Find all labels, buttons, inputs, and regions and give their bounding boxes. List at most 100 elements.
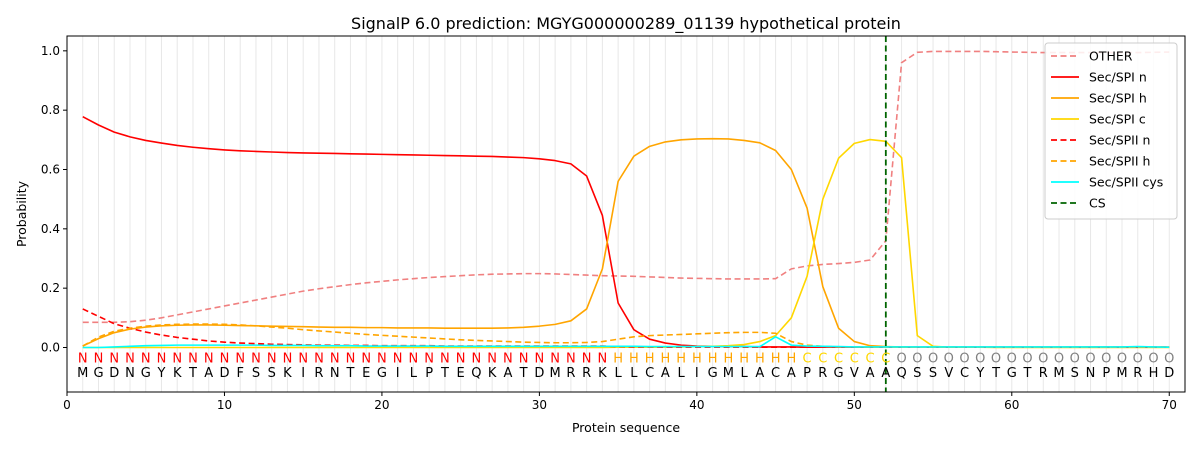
legend: OTHER Sec/SPI n Sec/SPI h Sec/SPI c Sec/SPII… <box>1044 42 1178 220</box>
residue-label: S <box>929 366 937 381</box>
region-label: N <box>535 351 545 366</box>
residue-label: R <box>1039 366 1048 381</box>
residue-label: R <box>1133 366 1142 381</box>
residue-label: T <box>519 366 528 381</box>
region-label: H <box>755 351 765 366</box>
region-label: O <box>1164 351 1174 366</box>
region-label: N <box>456 351 466 366</box>
region-label: H <box>771 351 781 366</box>
region-label: O <box>1007 351 1017 366</box>
region-label: O <box>1101 351 1111 366</box>
y-tick-label: 0.2 <box>41 281 60 295</box>
region-label: C <box>803 351 812 366</box>
residue-label: R <box>818 366 827 381</box>
region-label: N <box>141 351 151 366</box>
residue-label: D <box>109 366 119 381</box>
region-label: H <box>739 351 749 366</box>
plot-frame <box>66 35 1186 393</box>
residue-label: K <box>488 366 497 381</box>
legend-box <box>1044 42 1178 220</box>
residue-label: T <box>345 366 354 381</box>
region-label: N <box>409 351 419 366</box>
y-tick-label: 0.8 <box>41 103 60 117</box>
region-label: N <box>566 351 576 366</box>
region-label: O <box>1148 351 1158 366</box>
residue-label: H <box>1149 366 1159 381</box>
legend-label: Sec/SPII h <box>1089 154 1150 169</box>
region-label: N <box>188 351 198 366</box>
series-line-other <box>82 50 1170 324</box>
residue-label: G <box>377 366 387 381</box>
residue-label: P <box>425 366 433 381</box>
series-line-sec-spii-n <box>82 308 1170 349</box>
series-lines <box>82 50 1170 349</box>
legend-label: CS <box>1089 196 1106 211</box>
residue-label: K <box>173 366 182 381</box>
residue-label: S <box>252 366 260 381</box>
region-label: H <box>708 351 718 366</box>
region-label: O <box>912 351 922 366</box>
residue-label: G <box>708 366 718 381</box>
sequence-annotation: NMNGNDNNNGNYNKNTNANDNFNSNSNKNINRNNNTNENG… <box>77 351 1174 381</box>
region-label: N <box>157 351 167 366</box>
legend-label: Sec/SPI c <box>1089 112 1146 127</box>
residue-label: A <box>661 366 670 381</box>
region-label: N <box>330 351 340 366</box>
region-label: H <box>723 351 733 366</box>
residue-label: E <box>457 366 465 381</box>
residue-label: S <box>1071 366 1079 381</box>
region-label: C <box>834 351 843 366</box>
residue-label: L <box>677 366 685 381</box>
residue-label: A <box>503 366 512 381</box>
residue-label: T <box>991 366 1000 381</box>
axis-ticks: 0 10 20 30 40 50 60 70 0.0 0.2 0.4 0.6 0.8 1.0 <box>41 44 1177 412</box>
residue-label: M <box>550 366 561 381</box>
region-label: N <box>298 351 308 366</box>
residue-label: Q <box>471 366 481 381</box>
residue-label: N <box>125 366 135 381</box>
region-label: N <box>125 351 135 366</box>
residue-label: R <box>314 366 323 381</box>
residue-label: I <box>301 366 305 381</box>
residue-label: A <box>881 366 890 381</box>
region-label: H <box>692 351 702 366</box>
region-label: O <box>1022 351 1032 366</box>
x-tick-label: 10 <box>217 398 232 412</box>
region-label: O <box>928 351 938 366</box>
region-label: N <box>235 351 245 366</box>
region-label: H <box>613 351 623 366</box>
region-label: N <box>109 351 119 366</box>
residue-label: R <box>566 366 575 381</box>
region-label: O <box>1133 351 1143 366</box>
region-label: N <box>267 351 277 366</box>
residue-label: A <box>787 366 796 381</box>
residue-label: G <box>1007 366 1017 381</box>
region-label: N <box>251 351 261 366</box>
y-tick-label: 0.6 <box>41 163 60 177</box>
region-label: N <box>472 351 482 366</box>
legend-label: Sec/SPI n <box>1089 70 1147 85</box>
legend-label: Sec/SPII n <box>1089 133 1150 148</box>
chart-title: SignalP 6.0 prediction: MGYG000000289_01… <box>351 14 901 34</box>
residue-label: P <box>1102 366 1110 381</box>
region-label: C <box>850 351 859 366</box>
region-label: C <box>818 351 827 366</box>
legend-label: Sec/SPII cys <box>1089 175 1163 190</box>
residue-label: G <box>141 366 151 381</box>
residue-label: S <box>913 366 921 381</box>
residue-label: Y <box>975 366 984 381</box>
x-tick-label: 70 <box>1162 398 1177 412</box>
region-label: N <box>440 351 450 366</box>
residue-label: D <box>534 366 544 381</box>
residue-label: Q <box>896 366 906 381</box>
series-line-sec-spii-cys <box>82 336 1170 349</box>
region-label: N <box>393 351 403 366</box>
region-label: O <box>944 351 954 366</box>
region-label: N <box>78 351 88 366</box>
region-label: N <box>598 351 608 366</box>
residue-label: A <box>755 366 764 381</box>
region-label: N <box>94 351 104 366</box>
residue-label: P <box>803 366 811 381</box>
region-label: C <box>866 351 875 366</box>
